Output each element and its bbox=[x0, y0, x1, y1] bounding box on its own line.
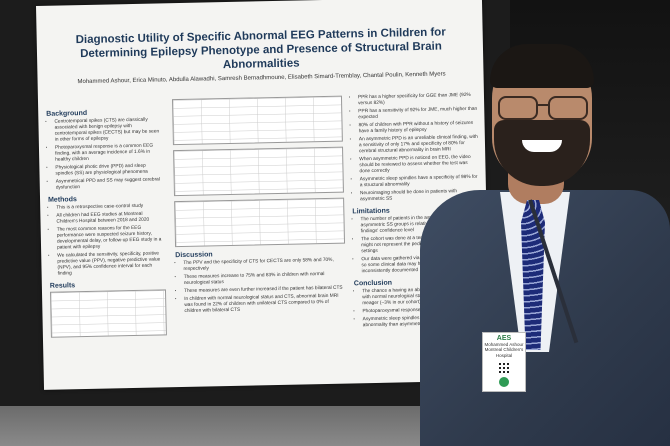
smile bbox=[522, 140, 562, 152]
qr-code-icon bbox=[497, 361, 511, 375]
list-item: These measures increase to 75% and 83% i… bbox=[184, 272, 346, 287]
list-item: The PPV and the specificity of CTS for C… bbox=[183, 258, 345, 273]
badge-name: Mohammed Ashour bbox=[484, 341, 524, 347]
data-table bbox=[174, 197, 346, 248]
badge-affiliation: Montreal Children's Hospital bbox=[484, 347, 524, 358]
presenter bbox=[410, 40, 670, 446]
poster-column-middle: Discussion The PPV and the specificity o… bbox=[171, 95, 347, 318]
background-list: Centrotemporal spikes (CTS) are classica… bbox=[46, 117, 163, 191]
glasses-icon bbox=[498, 96, 588, 120]
background-heading: Background bbox=[46, 109, 88, 118]
results-heading: Results bbox=[49, 282, 76, 290]
list-item: In children with normal neurological sta… bbox=[184, 294, 346, 315]
list-item: We calculated the sensitivity, specifici… bbox=[57, 251, 165, 277]
list-item: All children had EEG studies at Montreal… bbox=[56, 211, 164, 225]
badge-logo: AES bbox=[496, 335, 512, 342]
list-item: Centrotemporal spikes (CTS) are classica… bbox=[54, 117, 162, 143]
poster-column-left: Background Centrotemporal spikes (CTS) a… bbox=[46, 103, 167, 342]
list-item: The most common reasons for the EEG perf… bbox=[57, 225, 165, 251]
methods-list: This is a retrospective case-control stu… bbox=[48, 203, 165, 277]
methods-heading: Methods bbox=[47, 196, 77, 204]
hair bbox=[490, 44, 594, 88]
data-table bbox=[173, 146, 344, 197]
list-item: Asymmetrical PPD and SS may suggest cere… bbox=[56, 177, 164, 191]
list-item: This is a retrospective case-control stu… bbox=[56, 203, 164, 211]
list-item: Photoparoxysmal response is a common EEG… bbox=[55, 143, 163, 163]
polka-dot-tie bbox=[521, 200, 545, 350]
results-table bbox=[49, 289, 167, 338]
poster-title: Diagnostic Utility of Specific Abnormal … bbox=[75, 26, 446, 72]
name-badge: AES Mohammed Ashour Montreal Children's … bbox=[482, 332, 526, 392]
list-item: Physiological photic drive (PPD) and sle… bbox=[55, 163, 163, 177]
discussion-list: The PPV and the specificity of CTS for C… bbox=[175, 258, 346, 316]
green-dot-icon bbox=[499, 377, 509, 387]
data-table bbox=[171, 95, 343, 146]
